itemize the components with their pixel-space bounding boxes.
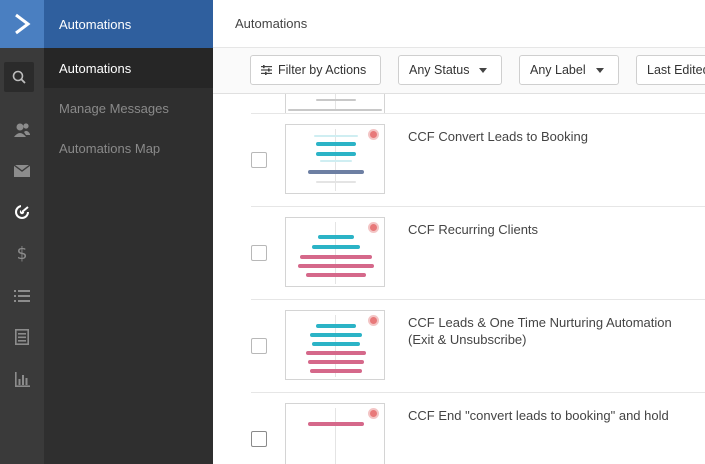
list-item: CCF Convert Leads to Booking bbox=[251, 113, 705, 206]
automation-thumbnail[interactable] bbox=[285, 403, 385, 464]
chevron-down-icon bbox=[479, 67, 488, 73]
subnav-item-automations[interactable]: Automations bbox=[44, 48, 213, 88]
automation-title[interactable]: CCF Recurring Clients bbox=[408, 222, 539, 237]
flow-bar bbox=[310, 333, 362, 337]
automation-icon[interactable] bbox=[0, 197, 44, 227]
flow-line bbox=[335, 222, 336, 284]
list-item bbox=[251, 94, 705, 114]
filter-toolbar: Filter by Actions Any Status Any Label L… bbox=[213, 48, 705, 94]
contacts-icon[interactable] bbox=[0, 115, 44, 145]
flow-bar bbox=[308, 422, 364, 426]
flow-bar bbox=[316, 142, 356, 146]
list-item: CCF Leads & One Time Nurturing Automatio… bbox=[251, 299, 705, 392]
flow-line bbox=[335, 408, 336, 464]
flow-bar bbox=[288, 109, 382, 111]
flow-bar bbox=[312, 245, 360, 249]
search-icon[interactable] bbox=[4, 62, 34, 92]
flow-bar bbox=[314, 135, 358, 137]
status-dropdown-label: Any Status bbox=[409, 63, 470, 77]
flow-bar bbox=[320, 160, 352, 162]
automation-title[interactable]: CCF Leads & One Time Nurturing Automatio… bbox=[408, 315, 672, 347]
row-checkbox[interactable] bbox=[251, 152, 267, 168]
row-checkbox[interactable] bbox=[251, 431, 267, 447]
status-dropdown[interactable]: Any Status bbox=[398, 55, 502, 85]
forms-icon[interactable] bbox=[0, 322, 44, 352]
automation-list: CCF Convert Leads to Booking CCF Recurri… bbox=[213, 94, 705, 464]
logo-chevron-icon[interactable] bbox=[0, 0, 44, 48]
list-item: CCF End "convert leads to booking" and h… bbox=[251, 392, 705, 464]
status-dot bbox=[368, 222, 379, 233]
automation-thumbnail[interactable] bbox=[285, 310, 385, 380]
flow-line bbox=[335, 94, 336, 111]
flow-bar bbox=[316, 181, 356, 183]
flow-bar bbox=[312, 342, 360, 346]
automation-thumbnail[interactable] bbox=[285, 94, 385, 114]
flow-bar bbox=[300, 255, 372, 259]
section-title: Automations bbox=[44, 0, 213, 48]
icon-rail: $ bbox=[0, 0, 44, 464]
automation-title[interactable]: CCF Convert Leads to Booking bbox=[408, 129, 588, 144]
subnav-item-manage-messages[interactable]: Manage Messages bbox=[59, 100, 169, 116]
chevron-down-icon bbox=[595, 67, 604, 73]
status-dot bbox=[368, 315, 379, 326]
dollar-icon[interactable]: $ bbox=[16, 244, 28, 264]
list-item: CCF Recurring Clients bbox=[251, 206, 705, 299]
flow-bar bbox=[316, 152, 356, 156]
sort-dropdown-label: Last Edited bbox=[647, 63, 705, 77]
sub-navigation: Automations Automations Manage Messages … bbox=[44, 0, 213, 464]
label-dropdown-label: Any Label bbox=[530, 63, 586, 77]
flow-bar bbox=[308, 170, 364, 174]
page-title: Automations bbox=[213, 0, 705, 48]
flow-bar bbox=[306, 273, 366, 277]
filter-by-actions-label: Filter by Actions bbox=[278, 63, 367, 77]
row-checkbox[interactable] bbox=[251, 338, 267, 354]
sort-dropdown[interactable]: Last Edited bbox=[636, 55, 705, 85]
subnav-item-automations-map[interactable]: Automations Map bbox=[59, 140, 161, 156]
flow-bar bbox=[306, 351, 366, 355]
reports-icon[interactable] bbox=[0, 364, 44, 394]
automation-thumbnail[interactable] bbox=[285, 217, 385, 287]
filter-sliders-icon bbox=[261, 65, 272, 75]
status-dot bbox=[368, 129, 379, 140]
flow-bar bbox=[298, 264, 374, 268]
label-dropdown[interactable]: Any Label bbox=[519, 55, 619, 85]
main-content: Automations Filter by Actions Any Status… bbox=[213, 0, 705, 464]
automation-thumbnail[interactable] bbox=[285, 124, 385, 194]
flow-bar bbox=[318, 235, 354, 239]
flow-bar bbox=[316, 99, 356, 101]
row-checkbox[interactable] bbox=[251, 245, 267, 261]
filter-by-actions-button[interactable]: Filter by Actions bbox=[250, 55, 381, 85]
list-icon[interactable] bbox=[0, 281, 44, 311]
flow-bar bbox=[308, 360, 364, 364]
flow-bar bbox=[316, 324, 356, 328]
envelope-icon[interactable] bbox=[0, 156, 44, 186]
automation-title[interactable]: CCF End "convert leads to booking" and h… bbox=[408, 408, 669, 423]
status-dot bbox=[368, 408, 379, 419]
flow-line bbox=[335, 315, 336, 377]
flow-bar bbox=[310, 369, 362, 373]
